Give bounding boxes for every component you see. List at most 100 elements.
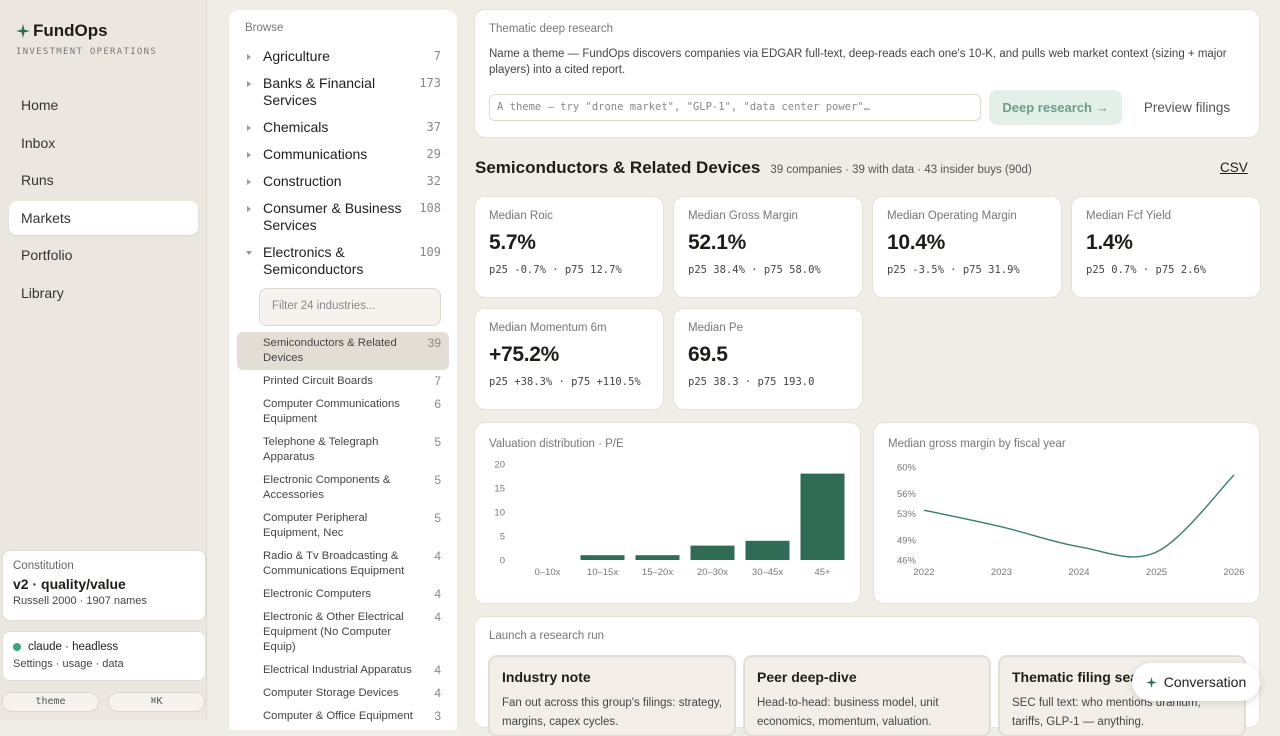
industry-name: Electronic & Other Electrical Equipment …: [263, 611, 404, 653]
sector-count: 7: [433, 49, 441, 63]
industry-name: Electrical Industrial Apparatus: [263, 664, 412, 676]
sector-count: 109: [419, 245, 441, 259]
csv-link[interactable]: CSV: [1220, 160, 1248, 175]
launch-option[interactable]: Peer deep-dive Head-to-head: business mod…: [744, 656, 990, 736]
y-tick-label: 46%: [897, 556, 917, 567]
nav: Home Inbox Runs Markets Portfolio Library: [9, 88, 198, 313]
industry[interactable]: Electronic Components & Accessories 5: [237, 469, 449, 507]
y-tick-label: 5: [500, 532, 505, 543]
theme-button[interactable]: theme: [2, 692, 99, 712]
industry-count: 5: [434, 511, 441, 525]
metric-range: p25 38.4% · p75 58.0%: [688, 264, 821, 276]
industry-name: Radio & Tv Broadcasting & Communications…: [263, 550, 405, 577]
sector-count: 29: [426, 147, 441, 161]
industry[interactable]: Computer Communications Equipment 6: [237, 393, 449, 431]
browse-panel: Browse Agriculture 7 Banks & Financial Ser…: [229, 10, 457, 730]
metric-value: +75.2%: [489, 343, 560, 366]
industry[interactable]: Computer Storage Devices 4: [237, 682, 449, 705]
sector-list: Agriculture 7 Banks & Financial Services 17…: [237, 48, 449, 728]
industry-count: 4: [434, 663, 441, 677]
constitution-card[interactable]: Constitution v2 · quality/value Russell …: [2, 550, 206, 621]
option-text: Fan out across this group's filings: str…: [502, 697, 722, 728]
icon: [1145, 676, 1157, 688]
sector[interactable]: Banks & Financial Services 173: [245, 75, 441, 109]
sector[interactable]: Construction 32: [245, 173, 441, 190]
x-tick-label: 45+: [814, 567, 831, 578]
sector[interactable]: Electronics & Semiconductors 109: [245, 244, 441, 278]
industry[interactable]: Electronic Computers 4: [237, 583, 449, 606]
metric-label: Median Gross Margin: [688, 210, 798, 222]
line: [923, 474, 1235, 558]
tagline: INVESTMENT OPERATIONS: [16, 47, 158, 57]
nav-item[interactable]: Home: [21, 97, 59, 113]
theme-input[interactable]: A theme — try "drone market", "GLP-1", "…: [489, 94, 981, 121]
nav-item[interactable]: Library: [21, 284, 64, 301]
sector[interactable]: Agriculture 7: [245, 48, 441, 65]
launch-title: Launch a research run: [489, 630, 605, 642]
industry-name: Semiconductors & Related Devices: [263, 337, 397, 364]
nav-item[interactable]: Portfolio: [21, 247, 73, 263]
metric-card: Median Momentum 6m +75.2% p25 +38.3% · p75…: [475, 309, 663, 409]
preview-button[interactable]: Preview filings: [1143, 100, 1231, 115]
bar: [690, 545, 735, 560]
industry[interactable]: Electrical Industrial Apparatus 4: [237, 659, 449, 682]
metric-range: p25 +38.3% · p75 +110.5%: [489, 376, 641, 388]
x-tick-label: 2025: [1146, 567, 1167, 578]
industry-name: Computer Storage Devices: [263, 687, 399, 699]
industry[interactable]: Electronic & Other Electrical Equipment …: [237, 606, 449, 659]
sector[interactable]: Consumer & Business Services 108: [245, 200, 441, 234]
industry-name: Electronic Components & Accessories: [263, 474, 391, 501]
metric-label: Median Operating Margin: [887, 210, 1017, 222]
margin-chart-card: Median gross margin by fiscal year 46% 49%…: [874, 423, 1259, 603]
status-card[interactable]: claude · headless Settings · usage · dat…: [2, 631, 206, 681]
x-tick-label: 0–10x: [535, 567, 561, 578]
launch-option[interactable]: Industry note Fan out across this group's…: [489, 656, 735, 736]
industry[interactable]: Computer & Office Equipment 3: [237, 705, 449, 728]
industry-count: 6: [434, 397, 441, 411]
y-tick-label: 56%: [897, 489, 917, 500]
sector-name: Construction: [263, 173, 342, 189]
group-header: Semiconductors & Related Devices 39 comp…: [475, 158, 1032, 178]
brand-name: FundOps: [33, 21, 108, 40]
option-text: Head-to-head: business model, unit econo…: [757, 697, 939, 728]
name: v2 · quality/value: [13, 576, 126, 592]
y-tick-label: 49%: [897, 536, 917, 547]
nav-item[interactable]: Runs: [21, 172, 54, 188]
sector-name: Consumer & Business Services: [263, 200, 402, 233]
bar: [635, 555, 680, 560]
command-button[interactable]: ⌘K: [108, 692, 205, 712]
status: claude · headless: [13, 641, 195, 653]
industry[interactable]: Radio & Tv Broadcasting & Communications…: [237, 545, 449, 583]
y-tick-label: 53%: [897, 509, 917, 520]
industry-count: 4: [434, 610, 441, 624]
option-text: SEC full text: who mentions uranium, tar…: [1012, 697, 1201, 728]
sector-count: 32: [426, 174, 441, 188]
nav-item[interactable]: Markets: [9, 200, 198, 235]
browse-title: Browse: [245, 22, 284, 34]
x-tick-label: 20–30x: [697, 567, 728, 578]
industry[interactable]: Semiconductors & Related Devices 39: [237, 332, 449, 370]
universe: Russell 2000 · 1907 names: [13, 595, 147, 607]
industry-name: Printed Circuit Boards: [263, 375, 373, 387]
industry[interactable]: Telephone & Telegraph Apparatus 5: [237, 431, 449, 469]
sector-name: Agriculture: [263, 48, 330, 64]
bar: [745, 540, 790, 560]
industry-name: Computer & Office Equipment: [263, 710, 413, 722]
deep-research-button[interactable]: Deep research →: [989, 90, 1122, 125]
chart-title: Median gross margin by fiscal year: [888, 438, 1066, 450]
metric-value: 10.4%: [887, 231, 946, 254]
industry-count: 3: [434, 709, 441, 723]
industry[interactable]: Computer Peripheral Equipment, Nec 5: [237, 507, 449, 545]
nav-item[interactable]: Inbox: [21, 134, 56, 151]
chart-title: Valuation distribution · P/E: [489, 438, 624, 450]
sector[interactable]: Communications 29: [245, 146, 441, 163]
industry[interactable]: Printed Circuit Boards 7: [237, 370, 449, 393]
x-tick-label: 2023: [991, 567, 1012, 578]
metric-value: 52.1%: [688, 231, 747, 254]
industry-filter[interactable]: Filter 24 industries...: [259, 288, 441, 326]
sector[interactable]: Chemicals 37: [245, 119, 441, 136]
conversation-button[interactable]: Conversation: [1132, 663, 1260, 701]
y-tick-label: 10: [494, 508, 505, 519]
x-tick-label: 2022: [913, 567, 934, 578]
